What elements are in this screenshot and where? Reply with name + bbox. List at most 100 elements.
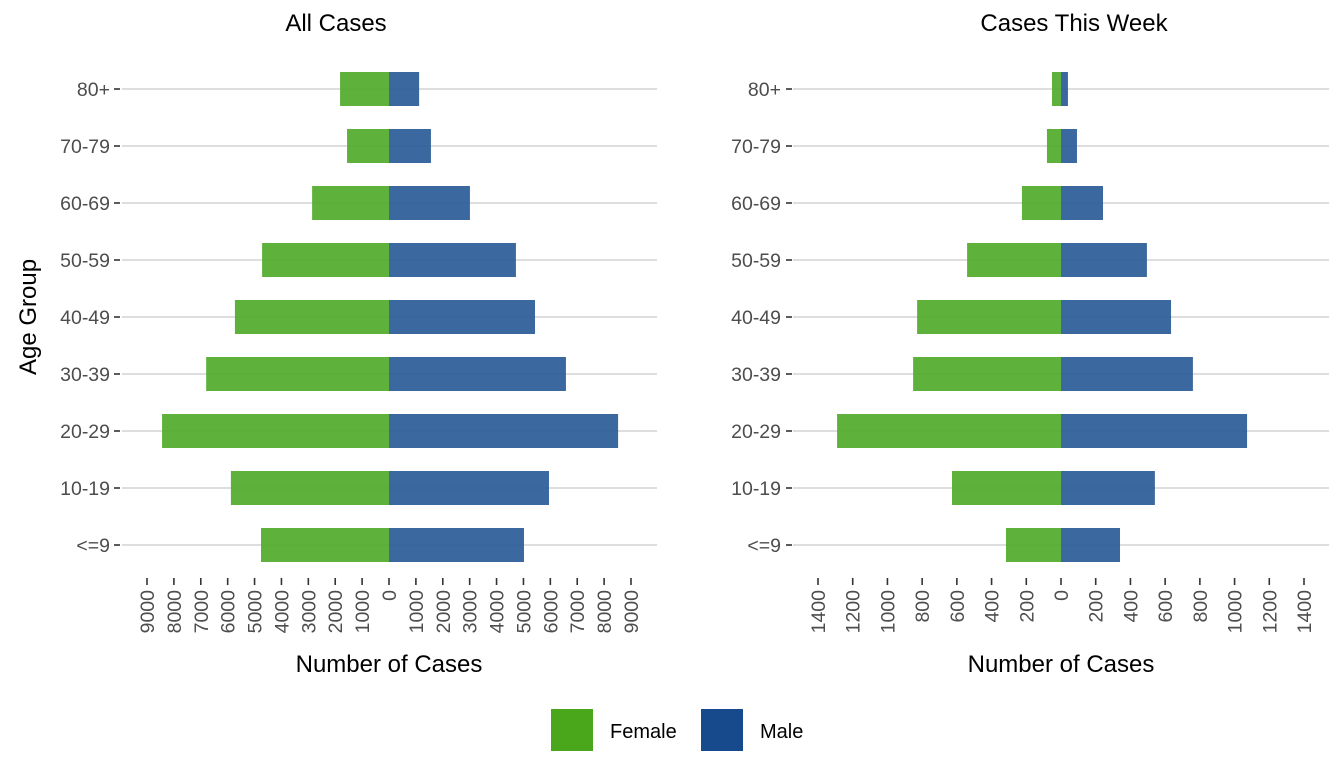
y-tick-label: 40-49 (60, 307, 110, 329)
bar-female-60-69 (312, 186, 389, 220)
bar-female-30-39 (913, 357, 1061, 391)
x-tick-label: 200 (1016, 590, 1038, 623)
chart-title: Cases This Week (980, 10, 1168, 37)
bar-male-40-49 (389, 300, 536, 334)
y-tick-label: 10-19 (731, 478, 781, 500)
x-tick-label: 8000 (594, 590, 616, 634)
legend-item-male: Male (701, 709, 803, 751)
x-tick-label: 1200 (843, 590, 865, 634)
bar-female-70-79 (1046, 129, 1061, 163)
x-tick-label: 6000 (218, 590, 240, 634)
x-tick-label: 400 (1120, 590, 1142, 623)
x-tick-label: 800 (912, 590, 934, 623)
bar-female-80+ (340, 72, 389, 106)
bar-female-50-59 (262, 243, 389, 277)
legend-label-female: Female (610, 721, 677, 743)
y-tick-label: <=9 (747, 535, 781, 557)
y-tick-label: 20-29 (731, 421, 781, 443)
y-tick-label: 80+ (748, 79, 781, 101)
bar-male-30-39 (389, 357, 566, 391)
x-tick-label: 0 (379, 590, 401, 601)
x-tick-label: 600 (947, 590, 969, 623)
bar-female-50-59 (967, 243, 1061, 277)
x-tick-label: 1000 (1225, 590, 1247, 634)
x-tick-label: 4000 (487, 590, 509, 634)
bar-male-70-79 (389, 129, 431, 163)
bar-male-30-39 (1061, 357, 1193, 391)
x-tick-label: 2000 (433, 590, 455, 634)
y-tick-label: 50-59 (60, 250, 110, 272)
bar-male-50-59 (389, 243, 516, 277)
y-axis-title: Age Group (15, 259, 42, 375)
x-tick-label: 5000 (245, 590, 267, 634)
x-tick-label: 1200 (1259, 590, 1281, 634)
y-tick-label: <=9 (76, 535, 110, 557)
legend-label-male: Male (760, 721, 803, 743)
x-tick-label: 1400 (808, 590, 830, 634)
bar-female-40-49 (917, 300, 1061, 334)
legend: Female Male (551, 709, 803, 751)
bar-male-20-29 (1061, 414, 1248, 448)
x-tick-label: 3000 (298, 590, 320, 634)
x-tick-label: 0 (1051, 590, 1073, 601)
y-tick-label: 10-19 (60, 478, 110, 500)
bar-female-40-49 (234, 300, 389, 334)
bar-male-80+ (1061, 72, 1068, 106)
bar-male-60-69 (389, 186, 470, 220)
y-tick-label: 20-29 (60, 421, 110, 443)
bar-male-70-79 (1061, 129, 1077, 163)
bar-male-20-29 (389, 414, 619, 448)
x-tick-label: 600 (1155, 590, 1177, 623)
x-tick-label: 800 (1190, 590, 1212, 623)
x-axis-title: Number of Cases (968, 651, 1155, 678)
x-tick-label: 7000 (191, 590, 213, 634)
y-tick-label: 70-79 (731, 136, 781, 158)
bar-female-10-19 (951, 471, 1061, 505)
bar-female-80+ (1051, 72, 1061, 106)
bar-male-80+ (389, 72, 420, 106)
bar-male-10-19 (1061, 471, 1155, 505)
legend-item-female: Female (551, 709, 677, 751)
x-tick-label: 3000 (460, 590, 482, 634)
y-tick-label: 60-69 (60, 193, 110, 215)
bar-male-40-49 (1061, 300, 1172, 334)
y-tick-label: 60-69 (731, 193, 781, 215)
x-tick-label: 9000 (621, 590, 643, 634)
bar-female-<=9 (261, 528, 389, 562)
bar-female-10-19 (230, 471, 389, 505)
x-tick-label: 7000 (567, 590, 589, 634)
bar-male-60-69 (1061, 186, 1104, 220)
y-tick-label: 50-59 (731, 250, 781, 272)
legend-swatch-male (701, 709, 743, 751)
bar-female-<=9 (1005, 528, 1061, 562)
x-tick-label: 9000 (137, 590, 159, 634)
y-tick-label: 80+ (77, 79, 110, 101)
x-tick-label: 1000 (352, 590, 374, 634)
bar-female-20-29 (837, 414, 1061, 448)
bar-male-50-59 (1061, 243, 1147, 277)
x-tick-label: 1000 (406, 590, 428, 634)
x-axis-title: Number of Cases (296, 651, 483, 678)
x-tick-label: 1400 (1294, 590, 1316, 634)
bar-female-70-79 (347, 129, 389, 163)
bar-male-<=9 (389, 528, 524, 562)
y-tick-label: 40-49 (731, 307, 781, 329)
y-tick-label: 70-79 (60, 136, 110, 158)
bar-female-20-29 (162, 414, 389, 448)
x-tick-label: 6000 (540, 590, 562, 634)
chart-title: All Cases (285, 10, 386, 37)
x-tick-label: 8000 (164, 590, 186, 634)
panel-cases-this-week: Cases This Week <=9 10-19 20-29 30-39 40-49 5… (731, 10, 1329, 678)
legend-swatch-female (551, 709, 593, 751)
x-tick-label: 400 (982, 590, 1004, 623)
x-tick-label: 200 (1086, 590, 1108, 623)
y-tick-label: 30-39 (60, 364, 110, 386)
x-tick-label: 1000 (877, 590, 899, 634)
bar-female-60-69 (1021, 186, 1061, 220)
x-tick-label: 2000 (325, 590, 347, 634)
bar-male-<=9 (1061, 528, 1121, 562)
bar-male-10-19 (389, 471, 549, 505)
panel-all-cases: All Cases <=9 10-19 20-29 30-39 40-49 50-59 60… (15, 10, 657, 678)
bar-female-30-39 (206, 357, 389, 391)
